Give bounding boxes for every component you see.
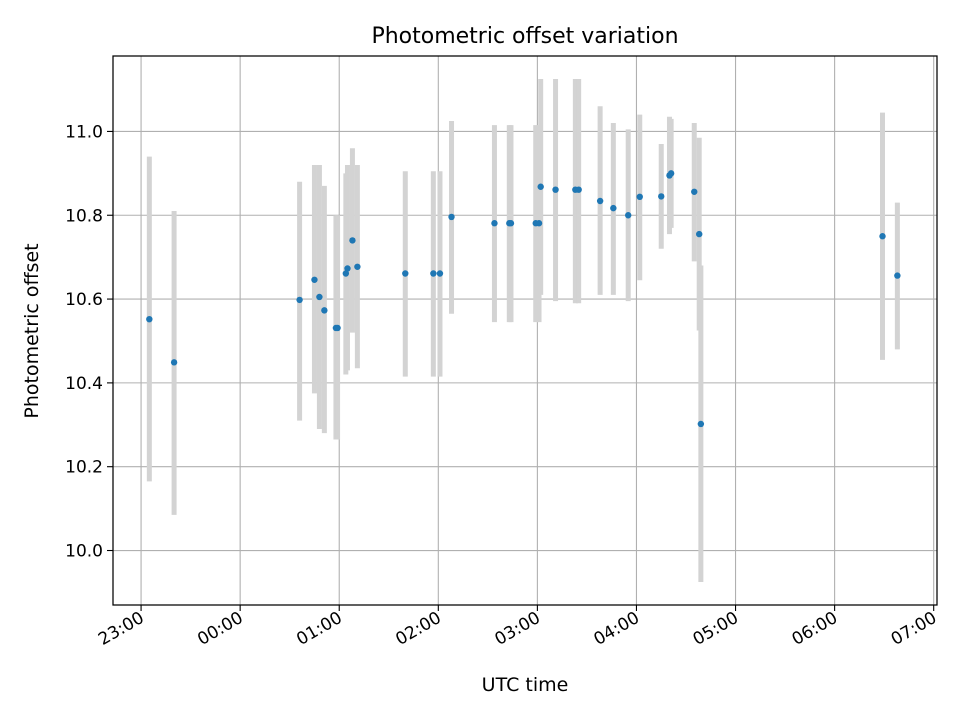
errorbars <box>146 79 900 582</box>
y-tick-label: 10.8 <box>65 206 103 226</box>
data-point <box>170 359 178 366</box>
plot-frame <box>112 55 938 606</box>
data-point <box>311 276 318 283</box>
data-point <box>575 186 582 193</box>
data-point <box>507 220 515 227</box>
data-points <box>146 170 901 428</box>
y-axis-label: Photometric offset <box>21 243 43 418</box>
data-point <box>354 263 361 270</box>
data-point <box>342 270 350 277</box>
data-point <box>696 230 703 238</box>
x-tick-label: 04:00 <box>591 608 643 650</box>
data-point <box>146 315 153 323</box>
data-point <box>334 324 341 332</box>
x-tick-label: 06:00 <box>789 608 841 650</box>
data-point <box>625 212 632 219</box>
data-point <box>691 188 698 195</box>
data-point <box>636 193 643 201</box>
data-point <box>321 307 328 314</box>
y-tick-label: 11.0 <box>65 122 103 142</box>
data-point <box>667 170 675 177</box>
data-point <box>535 220 543 227</box>
x-axis-ticks: 23:00 00:00 01:00 02:00 03:00 04:00 05:00 06:00… <box>95 605 940 650</box>
data-point <box>491 220 498 227</box>
x-tick-label: 05:00 <box>690 608 742 650</box>
y-axis-ticks: 10.0 10.2 10.4 10.6 10.8 11.0 <box>65 122 113 562</box>
data-point <box>316 293 323 301</box>
y-tick-label: 10.4 <box>65 374 103 394</box>
data-point <box>349 237 356 244</box>
data-point <box>658 193 665 200</box>
x-tick-label: 03:00 <box>491 608 543 650</box>
data-point <box>430 270 437 277</box>
y-tick-label: 10.0 <box>65 542 103 562</box>
grid <box>113 56 937 605</box>
data-point <box>879 233 886 240</box>
x-axis-label: UTC time <box>482 674 569 696</box>
x-tick-label: 01:00 <box>293 608 345 650</box>
y-tick-label: 10.6 <box>65 290 103 310</box>
data-point <box>894 272 901 279</box>
data-point <box>596 197 604 205</box>
x-tick-label: 00:00 <box>194 608 246 650</box>
data-point <box>344 265 351 272</box>
y-tick-label: 10.2 <box>65 458 103 478</box>
data-point <box>436 270 444 277</box>
x-tick-label: 23:00 <box>95 608 147 650</box>
data-point <box>537 183 544 190</box>
data-point <box>552 186 559 193</box>
x-tick-label: 07:00 <box>888 608 940 650</box>
data-point <box>448 213 455 221</box>
data-point <box>610 204 617 212</box>
x-tick-label: 02:00 <box>392 608 444 650</box>
data-point <box>296 296 303 304</box>
data-point <box>402 270 409 277</box>
chart-title: Photometric offset variation <box>371 24 678 49</box>
data-point <box>697 420 705 428</box>
